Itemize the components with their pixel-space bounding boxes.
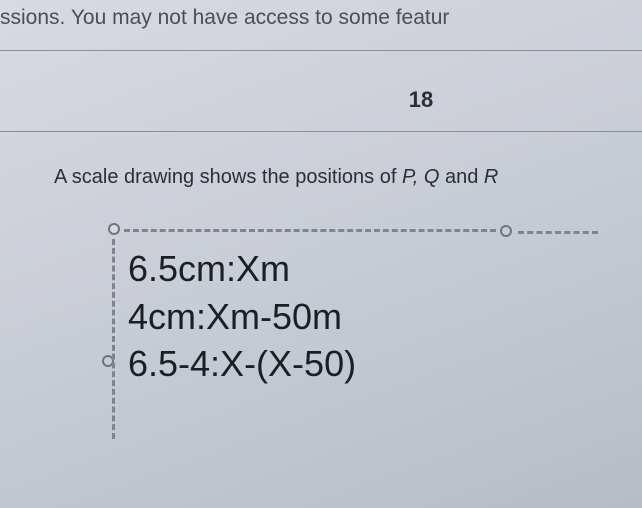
equation-line-3: 6.5-4:X-(X-50) (128, 340, 642, 388)
text-selection-region[interactable]: 6.5cm:Xm 4cm:Xm-50m 6.5-4:X-(X-50) (110, 233, 642, 388)
banner-text: ssions. You may not have access to some … (0, 6, 449, 29)
permissions-banner: ssions. You may not have access to some … (0, 0, 642, 50)
prompt-variables: P, Q (402, 166, 445, 188)
question-number-row: 18 (0, 51, 642, 131)
prompt-and: and (445, 166, 484, 188)
prompt-var-r: R (484, 166, 498, 188)
question-prompt: A scale drawing shows the positions of P… (0, 132, 642, 189)
selection-border-top (124, 229, 496, 232)
prompt-prefix: A scale drawing shows the positions of (54, 166, 402, 188)
question-number: 18 (209, 87, 433, 112)
equations-block: 6.5cm:Xm 4cm:Xm-50m 6.5-4:X-(X-50) (110, 233, 642, 388)
equation-line-2: 4cm:Xm-50m (128, 293, 642, 341)
equation-line-1: 6.5cm:Xm (128, 245, 642, 293)
